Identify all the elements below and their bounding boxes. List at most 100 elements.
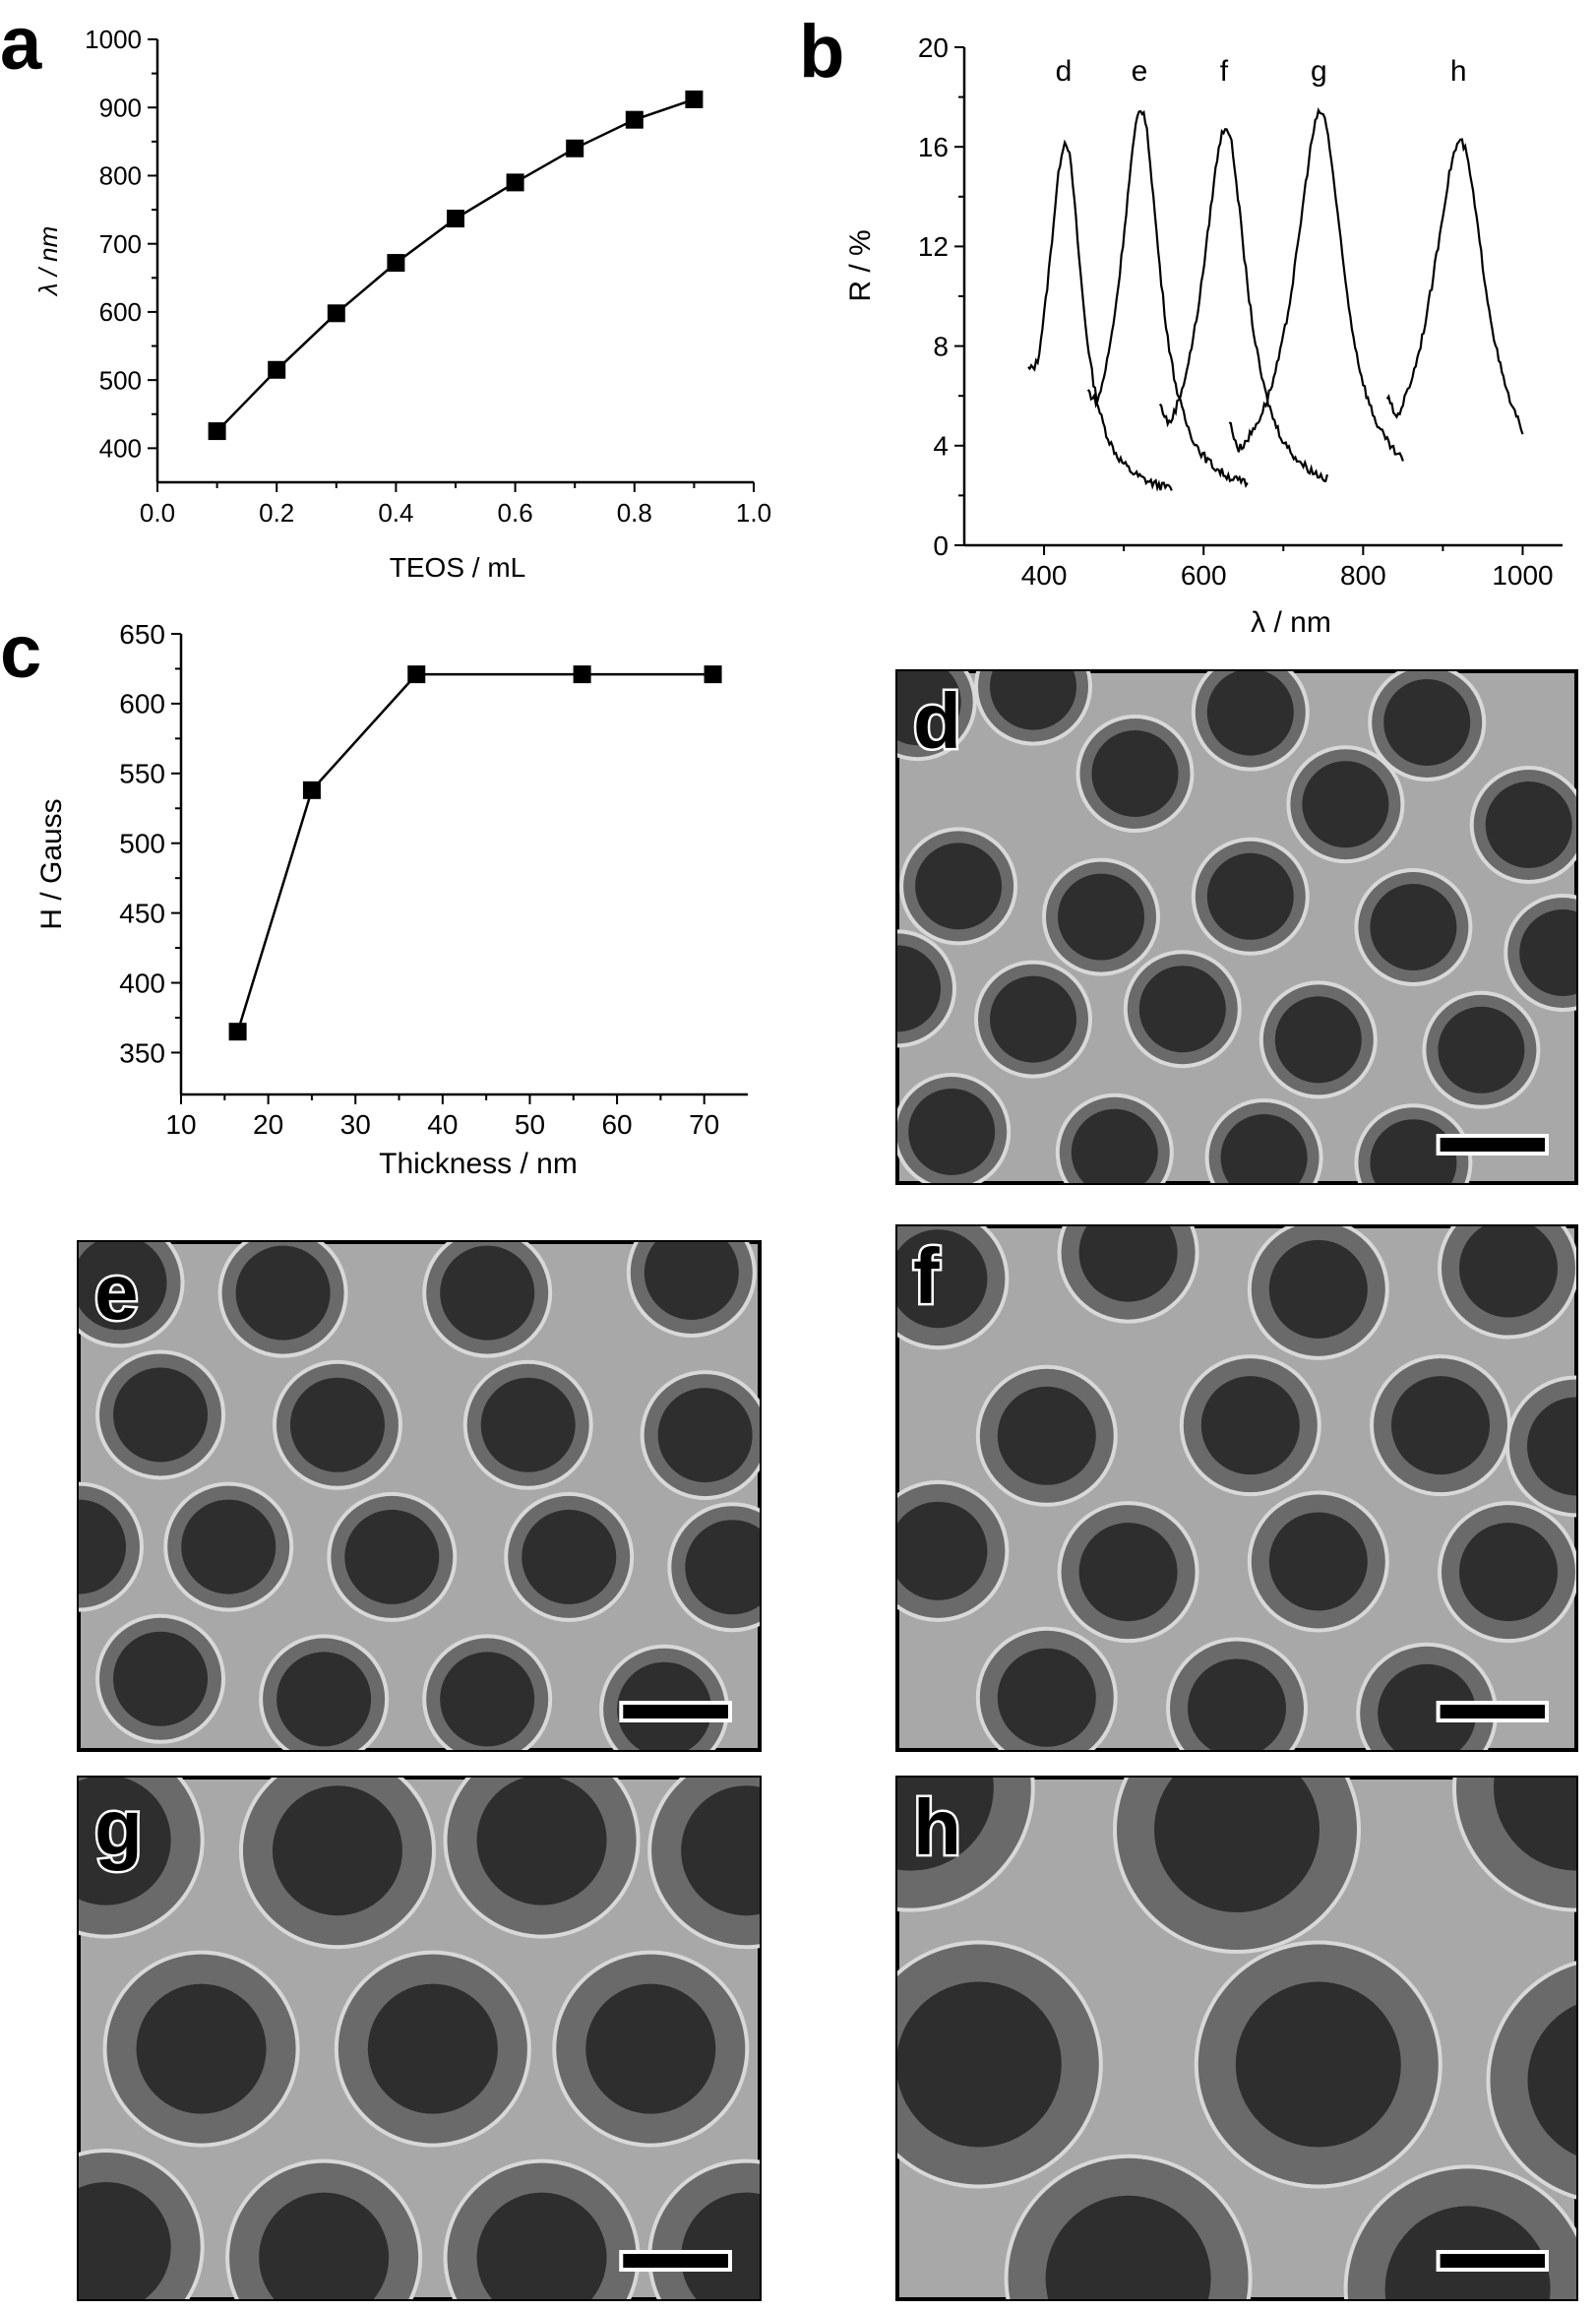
micrograph-f-field (897, 1226, 1576, 1750)
chart-a-data-point (625, 110, 644, 129)
chart-a-ylabel: λ / nm (33, 226, 63, 298)
particle-core (1206, 671, 1294, 756)
particle-core (272, 1785, 402, 1916)
chart-a: 0.0 0.2 0.4 0.6 0.8 1.0 400 500 600 700 800 900 1000… (33, 25, 771, 583)
chart-c-data-point (302, 781, 321, 799)
particle-core (585, 1983, 716, 2114)
micrograph-g-scale-bar (619, 2250, 733, 2272)
micrograph-d-field (897, 671, 1576, 1183)
chart-a-ytick-label: 1000 (85, 25, 142, 54)
particle-core (1045, 2195, 1211, 2299)
particle-core (897, 945, 941, 1032)
particle-core (259, 2192, 390, 2299)
chart-b-series-h (1385, 138, 1524, 435)
chart-b-xtick-label: 600 (1181, 560, 1227, 591)
particle-core (1274, 996, 1362, 1084)
particle-core (685, 1520, 760, 1615)
chart-b-peak-label-f: f (1220, 55, 1229, 88)
particle-core (1527, 1397, 1576, 1496)
panel-label-c: c (0, 610, 41, 694)
micrograph-h-label: h (913, 1783, 961, 1871)
chart-c-data-point (407, 665, 426, 684)
particle-core (276, 1652, 372, 1747)
chart-a-ytick-label: 800 (99, 161, 142, 191)
micrograph-h: h (895, 1776, 1578, 2301)
chart-b-xtick-label: 800 (1340, 560, 1386, 591)
micrograph-g-field (79, 1778, 760, 2299)
particle-core (1370, 1119, 1457, 1183)
chart-a-ytick-label: 400 (99, 433, 142, 463)
chart-b-peak-label-d: d (1056, 55, 1073, 88)
chart-c-ytick-label: 600 (119, 689, 165, 719)
micrograph-e-scale-bar (619, 1701, 733, 1722)
particle-core (476, 2192, 607, 2299)
particle-core (897, 1778, 994, 1871)
chart-c-data-point (704, 665, 722, 684)
chart-c-xtick-label: 40 (427, 1109, 458, 1140)
chart-a-ytick-label: 600 (99, 297, 142, 327)
particle-core (1188, 1658, 1286, 1750)
micrograph-g: g (77, 1776, 762, 2301)
chart-c-ytick-label: 400 (119, 968, 165, 998)
chart-a-data-point (685, 90, 704, 108)
micrograph-g-label: g (94, 1783, 143, 1871)
chart-a-data-point (506, 173, 524, 192)
chart-c-xtick-label: 70 (689, 1109, 719, 1140)
chart-c-ylabel: H / Gauss (35, 798, 68, 929)
chart-a-xtick-label: 0.2 (259, 498, 294, 528)
particle-core (440, 1245, 535, 1341)
particle-core (1494, 1778, 1576, 1871)
chart-c-data-point (573, 665, 591, 684)
chart-b-series-d (1027, 139, 1173, 492)
particle-core (1200, 1376, 1300, 1475)
chart-a-data-point (327, 304, 345, 323)
particle-core (79, 1778, 171, 1905)
particle-core (79, 1499, 126, 1594)
particle-core (990, 975, 1076, 1063)
chart-c-xtick-label: 10 (165, 1109, 196, 1140)
chart-a-data-point (447, 210, 464, 228)
chart-a-ytick-label: 500 (99, 365, 142, 395)
particle-core (113, 1367, 209, 1463)
chart-c-xtick-label: 50 (515, 1109, 545, 1140)
micrograph-f-scale-bar (1436, 1701, 1549, 1722)
micrograph-d-scale-bar (1436, 1134, 1549, 1156)
micrograph-f: f (895, 1224, 1578, 1752)
particle-core (1206, 852, 1294, 940)
chart-a-ytick-label: 700 (99, 229, 142, 259)
particle-core (657, 1388, 753, 1483)
particle-core (1154, 1778, 1320, 1912)
particle-core (136, 1983, 267, 2114)
particle-core (1078, 1226, 1178, 1302)
particle-core (990, 671, 1076, 730)
particle-core (1370, 884, 1457, 970)
panel-label-a: a (0, 2, 42, 86)
particle-core (1091, 730, 1179, 817)
particle-core (1383, 679, 1471, 766)
particle-core (1268, 1512, 1368, 1611)
micrograph-e-field (79, 1242, 760, 1750)
chart-b-ytick-label: 4 (933, 431, 949, 462)
chart-a-xtick-label: 0.0 (140, 498, 175, 528)
chart-a-xtick-label: 0.4 (378, 498, 413, 528)
chart-c-xtick-label: 20 (253, 1109, 283, 1140)
chart-b-peak-label-e: e (1132, 55, 1148, 88)
micrograph-h-field (897, 1778, 1576, 2299)
chart-c-xtick-label: 30 (340, 1109, 371, 1140)
particle-core (1078, 1523, 1178, 1622)
particle-core (897, 1501, 988, 1600)
particle-core (897, 1229, 988, 1329)
micrograph-d: d (895, 669, 1578, 1185)
chart-c-ytick-label: 550 (119, 759, 165, 789)
particle-core (1302, 761, 1389, 848)
particle-core (997, 1648, 1096, 1747)
particle-core (897, 1981, 1062, 2148)
chart-b-ytick-label: 20 (918, 32, 949, 63)
particle-core (1058, 873, 1144, 961)
particle-core (344, 1509, 440, 1604)
particle-core (79, 2182, 171, 2299)
chart-c-series-line (236, 672, 713, 1032)
chart-c-xlabel: Thickness / nm (379, 1148, 578, 1180)
micrograph-e: e (77, 1240, 762, 1752)
particle-core (476, 1778, 607, 1905)
